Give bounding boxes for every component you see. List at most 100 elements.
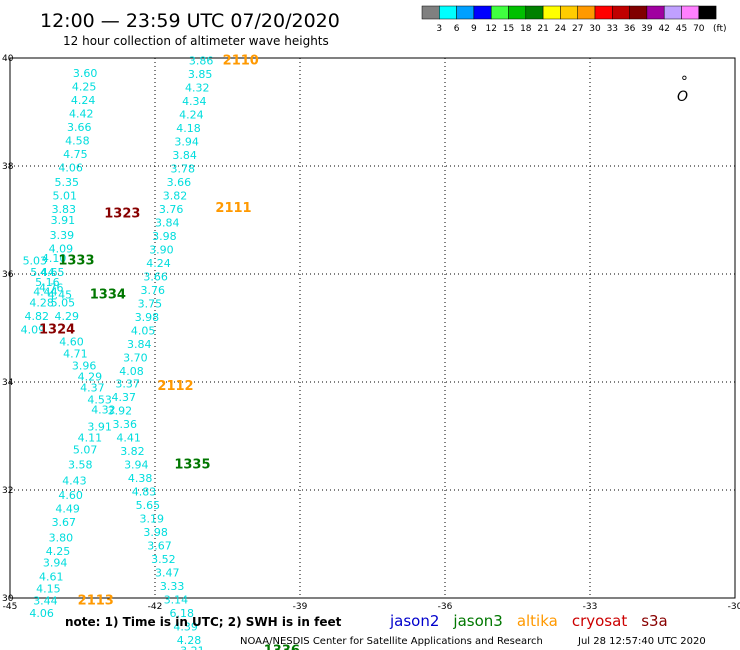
wave-height-value: 3.66 <box>167 176 192 189</box>
wave-height-value: 3.76 <box>159 203 184 216</box>
wave-height-value: 4.45 <box>48 288 72 301</box>
wave-height-value: 4.65 <box>40 266 65 279</box>
wave-height-value: 4.29 <box>54 310 79 323</box>
colorbar-swatch <box>456 5 475 20</box>
y-tick-label: 34 <box>2 378 14 388</box>
wave-height-value: 5.35 <box>54 176 79 189</box>
legend-s3a: s3a <box>641 612 668 630</box>
colorbar-label: 42 <box>658 24 669 34</box>
wave-height-value: 4.29 <box>78 370 103 383</box>
x-tick-label: -42 <box>148 602 163 612</box>
wave-height-value: 3.86 <box>189 54 214 67</box>
wave-height-value: 4.06 <box>58 161 82 174</box>
colorbar-label: 30 <box>589 24 601 34</box>
wave-height-value: 4.42 <box>69 107 94 120</box>
x-tick-label: -36 <box>438 602 453 612</box>
colorbar-label: 3 <box>436 24 442 34</box>
pass-time-label: 1323 <box>104 206 140 221</box>
wave-height-value: 4.37 <box>112 391 137 404</box>
wave-height-value: 4.39 <box>173 620 198 633</box>
pass-time-label: 2113 <box>78 593 114 608</box>
wave-height-value: 3.83 <box>52 203 77 216</box>
y-axis: 30 32 34 36 38 40 <box>2 54 14 604</box>
wave-height-value: 4.08 <box>119 365 144 378</box>
wave-height-value: 3.96 <box>72 360 97 373</box>
colorbar-swatch <box>629 5 648 20</box>
wave-height-value: 4.18 <box>176 122 201 135</box>
footer-note: note: 1) Time is in UTC; 2) SWH is in fe… <box>65 615 342 629</box>
x-tick-label: -30 <box>728 602 740 612</box>
colorbar-swatch <box>421 5 440 20</box>
wave-height-value: 5.65 <box>136 499 161 512</box>
wave-height-value: 4.05 <box>131 324 156 337</box>
wave-height-value: 5.44 <box>30 266 55 279</box>
wave-height-value: 4.76 <box>39 281 64 294</box>
plot-frame <box>9 57 736 599</box>
colorbar-label: 18 <box>520 24 532 34</box>
wave-height-value: 3.98 <box>152 230 177 243</box>
wave-height-value: 3.36 <box>112 418 137 431</box>
wave-height-value: 4.34 <box>182 95 207 108</box>
wave-height-value: 3.47 <box>155 566 180 579</box>
wave-height-value: 3.76 <box>141 284 166 297</box>
colorbar-swatch <box>594 5 613 20</box>
wave-height-value: 4.43 <box>62 475 86 488</box>
colorbar-swatch <box>681 5 700 20</box>
colorbar-swatch <box>646 5 665 20</box>
wave-height-value: 3.33 <box>160 580 185 593</box>
wave-height-value: 4.24 <box>71 94 96 107</box>
wave-height-value: 3.80 <box>49 531 74 544</box>
x-tick-label: -33 <box>583 602 598 612</box>
colorbar-label: 70 <box>693 24 705 34</box>
wave-height-value: 4.82 <box>25 310 50 323</box>
wave-height-value: 5.07 <box>73 443 98 456</box>
wave-height-value: 4.71 <box>63 348 88 361</box>
colorbar-swatch <box>490 5 509 20</box>
wave-height-value: 3.75 <box>138 297 163 310</box>
x-tick-label: -39 <box>293 602 308 612</box>
wave-height-value: 3.84 <box>172 149 197 162</box>
wave-height-value: 4.10 <box>42 252 67 265</box>
wave-height-value: 3.82 <box>163 189 188 202</box>
colorbar-label: 27 <box>572 24 583 34</box>
wave-height-value: 4.60 <box>59 335 84 348</box>
chart-title: 12:00 — 23:59 UTC 07/20/2020 <box>40 10 340 32</box>
legend-jason3: jason3 <box>452 612 502 630</box>
wave-height-value: 4.09 <box>21 323 45 336</box>
colorbar-label: 39 <box>641 24 653 34</box>
wave-height-value: 3.19 <box>140 512 165 525</box>
pass-time-label: 1324 <box>39 322 75 337</box>
wave-height-value: 4.53 <box>87 394 112 407</box>
wave-height-value: 3.78 <box>170 162 195 175</box>
map-markers: °O <box>677 74 688 105</box>
wave-height-value: 6.18 <box>170 607 195 620</box>
footer-timestamp: Jul 28 12:57:40 UTC 2020 <box>577 636 706 647</box>
legend-jason2: jason2 <box>389 612 439 630</box>
wave-height-value: 3.82 <box>120 445 145 458</box>
y-tick-label: 30 <box>2 594 14 604</box>
colorbar-swatch <box>612 5 630 20</box>
wave-height-value: 3.14 <box>164 593 189 606</box>
wave-height-value: 3.67 <box>52 516 77 529</box>
colorbar-label: 6 <box>454 24 460 34</box>
wave-height-value: 3.66 <box>143 270 168 283</box>
y-tick-label: 36 <box>2 270 14 280</box>
pass-time-labels: 2110 2111 2112 2113 1323 1324 1333 1334 1335 1336 <box>39 53 300 650</box>
chart-subtitle: 12 hour collection of altimeter wave hei… <box>63 34 329 48</box>
wave-height-value: 4.25 <box>72 80 97 93</box>
wave-height-value: 3.60 <box>73 67 98 80</box>
wave-height-value: 3.94 <box>124 458 149 471</box>
wave-height-value: 3.90 <box>149 243 174 256</box>
x-tick-label: -45 <box>3 602 18 612</box>
wave-height-value: 3.84 <box>127 338 152 351</box>
x-axis: -45 -42 -39 -36 -33 -30 <box>3 602 740 612</box>
colorbar-label: 24 <box>555 24 567 34</box>
wave-height-value: 3.84 <box>155 216 180 229</box>
pass-time-label: 2110 <box>223 53 259 68</box>
wave-height-value: 4.75 <box>63 148 88 161</box>
pass-time-label: 2111 <box>215 201 251 216</box>
y-tick-label: 32 <box>2 486 13 496</box>
wave-height-value: 4.58 <box>65 134 90 147</box>
wave-height-value: 3.98 <box>135 311 160 324</box>
